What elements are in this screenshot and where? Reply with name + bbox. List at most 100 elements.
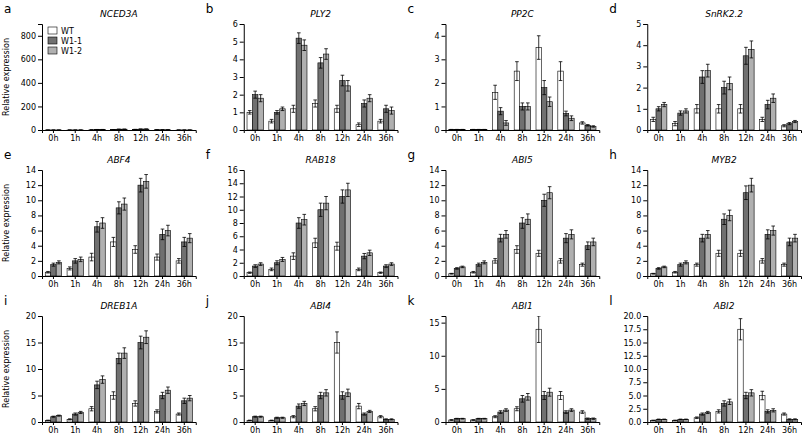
y-tick-mark bbox=[442, 231, 446, 232]
bar bbox=[672, 272, 677, 276]
error-bar bbox=[362, 100, 366, 107]
x-tick-mark bbox=[544, 130, 545, 133]
y-tick: 12 bbox=[631, 181, 647, 190]
bar bbox=[56, 416, 61, 422]
error-bar bbox=[542, 81, 546, 95]
y-tick-mark bbox=[240, 77, 244, 78]
y-tick-label: 6 bbox=[233, 232, 238, 241]
x-axis: 0h1h4h8h12h24h36h bbox=[43, 276, 197, 289]
bar bbox=[651, 420, 656, 422]
error-bar bbox=[248, 272, 252, 273]
y-tick: 0 bbox=[636, 126, 647, 135]
bar bbox=[94, 385, 99, 422]
error-bar bbox=[90, 253, 94, 261]
y-tick-label: 0 bbox=[31, 126, 36, 135]
bar bbox=[280, 109, 285, 130]
error-bar bbox=[297, 218, 301, 229]
error-bar bbox=[766, 100, 770, 108]
marks bbox=[449, 187, 596, 276]
error-bar bbox=[684, 261, 688, 264]
error-bar bbox=[112, 237, 116, 246]
x-tick-label: 36h bbox=[378, 280, 393, 289]
bar bbox=[492, 417, 497, 422]
y-tick-mark bbox=[240, 422, 244, 423]
bar bbox=[498, 238, 503, 276]
series bbox=[247, 332, 383, 422]
error-bar bbox=[782, 263, 786, 266]
x-tick-label: 1h bbox=[675, 134, 685, 143]
error-bar bbox=[526, 394, 530, 401]
y-tick-label: 4 bbox=[636, 242, 641, 251]
x-tick-mark bbox=[298, 276, 299, 279]
panel: 0510150h1h4h8h12h24h36hABI1k bbox=[408, 294, 600, 435]
y-axis-line bbox=[240, 317, 245, 423]
error-bar bbox=[482, 129, 486, 130]
y-tick-mark bbox=[442, 185, 446, 186]
error-bar bbox=[591, 126, 595, 127]
bar bbox=[67, 129, 72, 130]
bar bbox=[460, 419, 465, 422]
y-axis-line bbox=[38, 317, 43, 423]
bar bbox=[727, 215, 732, 276]
bar bbox=[765, 234, 770, 276]
x-tick-label: 36h bbox=[782, 134, 797, 143]
y-tick-mark bbox=[38, 185, 42, 186]
y-tick-label: 15.0 bbox=[623, 339, 641, 348]
series bbox=[51, 178, 187, 276]
x-axis-line bbox=[244, 277, 398, 280]
y-tick-mark bbox=[643, 343, 647, 344]
error-bar bbox=[292, 105, 296, 112]
error-bar bbox=[521, 218, 525, 229]
y-tick: 12 bbox=[26, 181, 42, 190]
error-bar bbox=[695, 417, 699, 419]
y-tick: 2 bbox=[233, 91, 244, 100]
y-tick: 400 bbox=[21, 79, 42, 88]
y-tick-mark bbox=[442, 323, 446, 324]
error-bar bbox=[390, 419, 394, 420]
bar bbox=[269, 420, 274, 422]
panel: 024681012140h1h4h8h12h24h36hMYB2h bbox=[609, 148, 801, 289]
y-tick-mark bbox=[240, 24, 244, 25]
bar bbox=[563, 238, 568, 276]
error-bar bbox=[248, 420, 252, 422]
error-bar bbox=[335, 242, 339, 250]
x-tick: 36h bbox=[580, 276, 595, 289]
error-bar bbox=[559, 259, 563, 264]
y-tick-mark bbox=[38, 59, 42, 60]
error-bar bbox=[253, 91, 257, 98]
y-tick-label: 4 bbox=[434, 32, 439, 41]
bar bbox=[651, 274, 656, 276]
marks bbox=[247, 33, 394, 130]
title: PP2C bbox=[511, 9, 535, 19]
bar bbox=[258, 264, 263, 276]
bar bbox=[792, 238, 797, 276]
error-bar bbox=[493, 259, 497, 264]
x-tick: 1h bbox=[474, 276, 484, 289]
bar bbox=[111, 129, 116, 130]
y-tick: 8 bbox=[636, 211, 647, 220]
y-tick: 12 bbox=[228, 193, 244, 202]
error-bar bbox=[700, 71, 704, 84]
x-tick-mark bbox=[53, 422, 54, 425]
y-tick: 4 bbox=[233, 246, 244, 255]
x-tick: 24h bbox=[357, 130, 372, 143]
error-bar bbox=[281, 417, 285, 418]
error-bar bbox=[455, 129, 459, 130]
error-bar bbox=[493, 85, 497, 99]
bar bbox=[770, 98, 775, 130]
error-bar bbox=[166, 129, 170, 130]
series bbox=[51, 129, 187, 130]
y-tick-mark bbox=[38, 396, 42, 397]
error-bar bbox=[139, 129, 143, 130]
y-tick-label: 2 bbox=[636, 84, 641, 93]
x-tick-label: 4h bbox=[697, 134, 707, 143]
x-tick: 8h bbox=[316, 276, 326, 289]
x-tick: 36h bbox=[177, 276, 192, 289]
bar bbox=[367, 98, 372, 130]
x-tick: 4h bbox=[495, 422, 505, 435]
bar bbox=[280, 418, 285, 422]
bar bbox=[296, 223, 301, 276]
error-bar bbox=[673, 420, 677, 422]
error-bar bbox=[482, 418, 486, 420]
error-bar bbox=[101, 218, 105, 229]
